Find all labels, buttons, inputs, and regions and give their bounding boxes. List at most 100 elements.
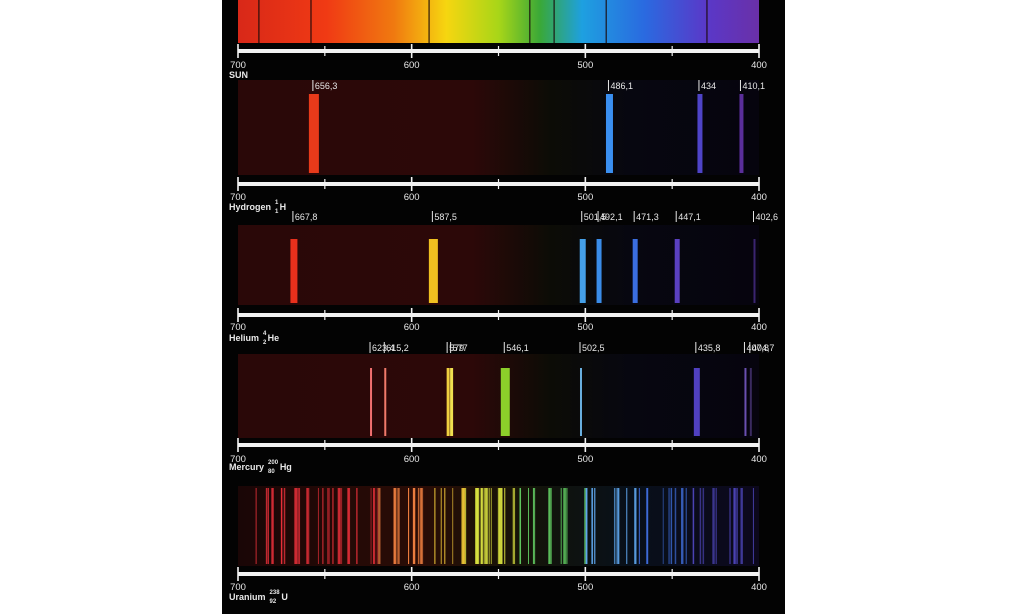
absorption-line-0 — [258, 0, 260, 43]
spectrum-band-mercury — [238, 354, 759, 438]
axis-tick-label: 400 — [751, 322, 767, 333]
uranium-line — [681, 488, 684, 564]
uranium-line — [646, 488, 649, 564]
emission-line-mercury-0 — [370, 368, 373, 436]
uranium-line — [692, 488, 695, 564]
uranium-line — [533, 488, 536, 564]
uranium-line — [565, 488, 568, 564]
uranium-line — [670, 488, 673, 564]
uranium-line — [434, 488, 436, 564]
axis-tick-label: 700 — [230, 454, 246, 465]
line-label-hydrogen-0: 656,3 — [315, 81, 338, 91]
uranium-line — [306, 488, 308, 564]
axis-tick-label: 500 — [577, 60, 593, 71]
element-name-uranium: Uranium — [229, 592, 266, 602]
uranium-line — [634, 488, 637, 564]
uranium-line — [699, 488, 702, 564]
axis-tick-label: 700 — [230, 192, 246, 203]
element-name-mercury: Mercury — [229, 462, 264, 472]
uranium-line — [370, 488, 372, 564]
isotope-mass-number: 4 — [263, 331, 267, 337]
uranium-line — [347, 488, 349, 564]
uranium-line — [548, 488, 551, 564]
line-label-mercury-8: 404,7 — [752, 343, 775, 353]
emission-line-mercury-6 — [693, 368, 700, 436]
uranium-line — [475, 488, 478, 564]
emission-line-helium-2 — [579, 239, 586, 303]
element-symbol: H — [280, 202, 287, 212]
absorption-line-1 — [310, 0, 312, 43]
axis-tick-label: 600 — [404, 582, 420, 593]
line-label-mercury-5: 502,5 — [582, 343, 605, 353]
absorption-line-4 — [553, 0, 555, 43]
uranium-line — [255, 488, 257, 564]
uranium-line — [307, 488, 310, 564]
uranium-line — [752, 488, 754, 564]
uranium-line — [490, 488, 492, 564]
spectra-diagram: 700 600 500 400 700 600 500 400 700 600 500 400 700 6… — [229, 0, 778, 605]
isotope-mass-number: 1 — [275, 200, 279, 206]
line-label-helium-0: 667,8 — [295, 212, 318, 222]
uranium-line — [327, 488, 329, 564]
uranium-line — [452, 488, 454, 564]
line-label-hydrogen-1: 486,1 — [610, 81, 633, 91]
line-label-helium-6: 402,6 — [755, 212, 778, 222]
uranium-line — [356, 488, 358, 564]
uranium-line — [499, 488, 503, 564]
uranium-line — [293, 488, 296, 564]
uranium-line — [478, 488, 480, 564]
uranium-line — [267, 488, 269, 564]
axis-tick-label: 600 — [404, 60, 420, 71]
line-label-helium-1: 587,5 — [434, 212, 457, 222]
uranium-line — [504, 488, 506, 564]
uranium-line — [322, 488, 324, 564]
axis-tick-label: 400 — [751, 454, 767, 465]
uranium-line — [712, 488, 715, 564]
uranium-line — [638, 488, 640, 564]
element-symbol: U — [281, 592, 288, 602]
isotope-atomic-number: 2 — [263, 340, 267, 346]
axis-tick-label: 600 — [404, 192, 420, 203]
line-label-mercury-6: 435,8 — [698, 343, 721, 353]
uranium-line — [685, 488, 687, 564]
uranium-line — [729, 488, 731, 564]
uranium-line — [283, 488, 286, 564]
absorption-line-6 — [706, 0, 708, 43]
emission-line-hydrogen-3 — [739, 94, 744, 173]
uranium-line — [519, 488, 521, 564]
uranium-line — [440, 488, 442, 564]
line-label-mercury-2: 579 — [449, 343, 464, 353]
uranium-line — [444, 488, 446, 564]
absorption-line-5 — [605, 0, 607, 43]
uranium-line — [339, 488, 343, 564]
emission-line-mercury-1 — [384, 368, 387, 436]
uranium-line — [417, 488, 420, 564]
emission-line-helium-1 — [428, 239, 438, 303]
line-label-mercury-0: 623,4 — [372, 343, 395, 353]
element-name-hydrogen: Hydrogen — [229, 202, 271, 212]
uranium-line — [616, 488, 619, 564]
uranium-line — [584, 488, 587, 564]
uranium-line — [372, 488, 375, 564]
uranium-line — [733, 488, 737, 564]
uranium-line — [412, 488, 416, 564]
line-label-mercury-7: 407,8 — [746, 343, 769, 353]
uranium-line — [591, 488, 593, 564]
axis-tick-label: 700 — [230, 60, 246, 71]
emission-line-helium-5 — [674, 239, 680, 303]
uranium-line — [397, 488, 400, 564]
uranium-line — [337, 488, 341, 564]
isotope-atomic-number: 92 — [270, 599, 277, 605]
emission-line-hydrogen-2 — [697, 94, 703, 173]
uranium-line — [626, 488, 628, 564]
uranium-line — [480, 488, 482, 564]
element-symbol: He — [268, 333, 280, 343]
uranium-line — [408, 488, 410, 564]
uranium-line — [373, 488, 376, 564]
uranium-line — [394, 488, 397, 564]
line-label-mercury-3: 577 — [453, 343, 468, 353]
uranium-line — [280, 488, 283, 564]
axis-tick-label: 600 — [404, 454, 420, 465]
line-label-helium-4: 471,3 — [636, 212, 659, 222]
uranium-line — [483, 488, 485, 564]
